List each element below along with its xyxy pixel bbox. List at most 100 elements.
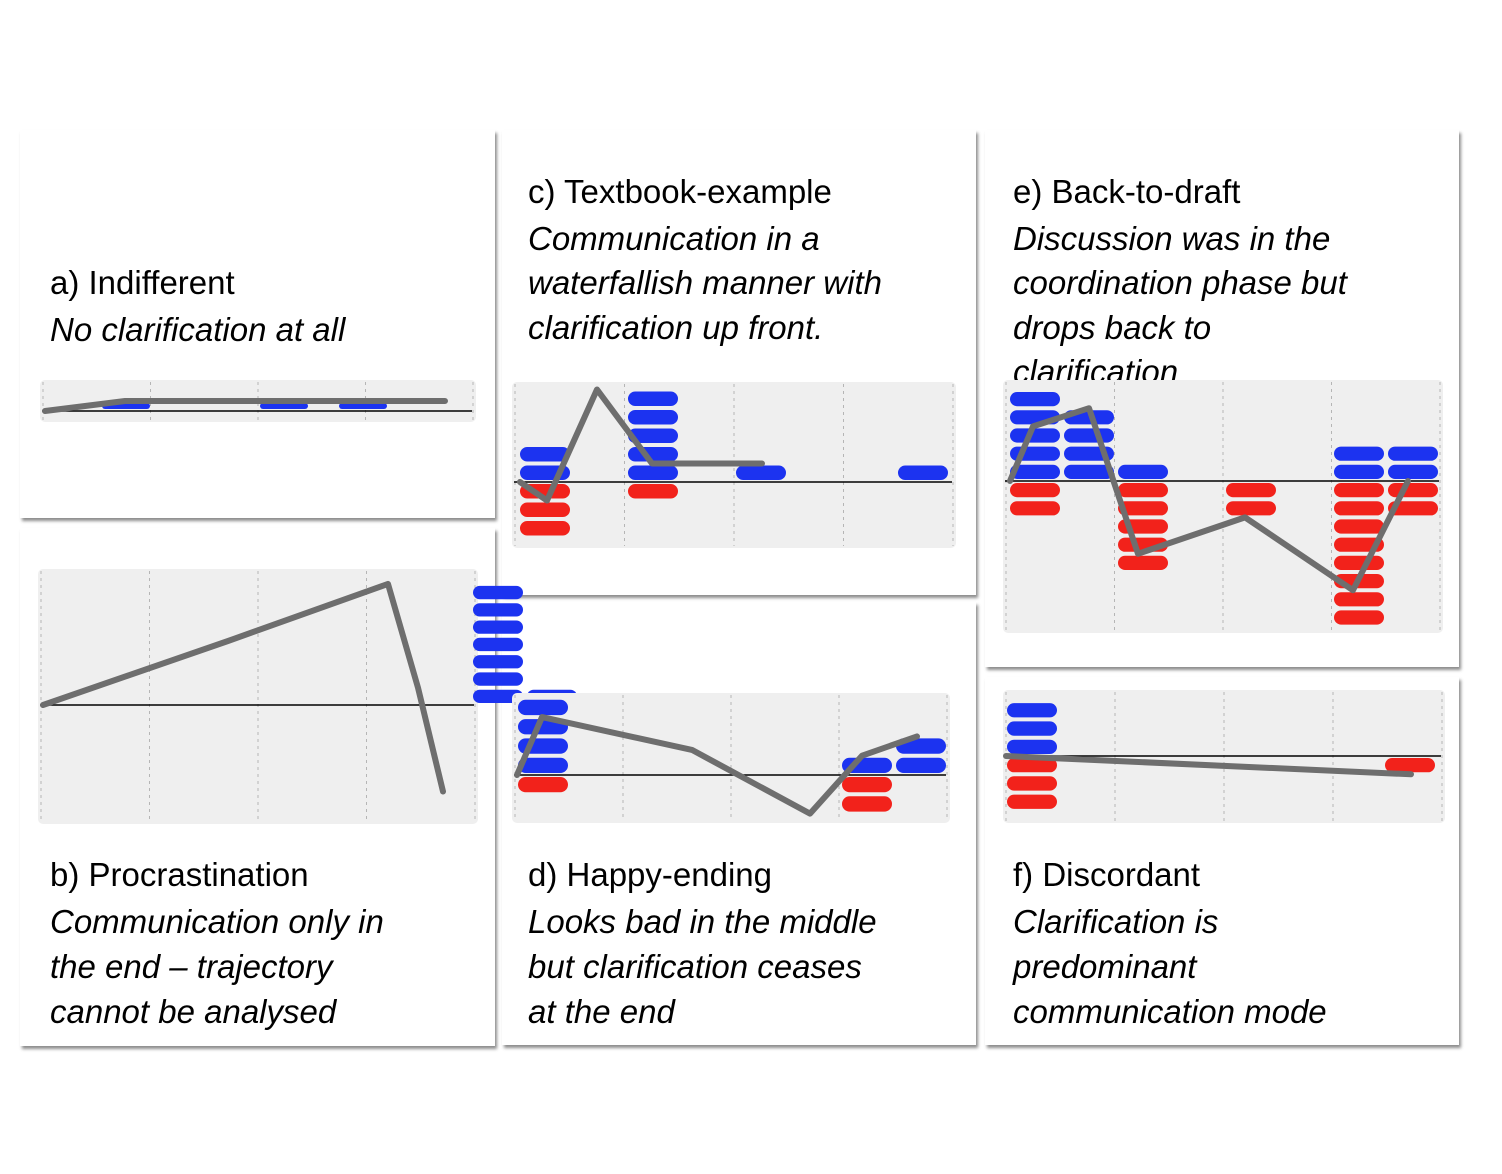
plot-c (512, 382, 956, 548)
bar-positive (898, 465, 948, 480)
chart-a-svg (42, 382, 474, 420)
bar-positive (628, 428, 678, 443)
bar-positive (896, 757, 946, 773)
plot-e (1003, 380, 1443, 633)
bar-positive (1064, 464, 1114, 479)
bar-positive (518, 757, 568, 773)
chart-e-svg (1005, 382, 1441, 631)
trajectory-line (42, 398, 448, 414)
bar-positive (260, 403, 308, 409)
bar-negative (842, 796, 892, 812)
panel-e-desc-2: coordination phase but (1013, 264, 1347, 301)
bar-positive (473, 620, 523, 634)
panel-d-desc-2: but clarification ceases (528, 948, 862, 985)
trajectory-line (1007, 405, 1411, 594)
bar-negative (1226, 501, 1276, 516)
bar-positive (1007, 703, 1057, 718)
bar-negative (1334, 501, 1384, 516)
card-a (20, 130, 495, 518)
plot-b (38, 569, 577, 824)
plot-d (512, 693, 950, 823)
bar-positive (473, 689, 523, 703)
panel-c-title: c) Textbook-example (528, 173, 832, 210)
card-d (502, 602, 976, 1045)
bar-negative (520, 502, 570, 517)
bar-positive (473, 585, 523, 600)
plot-a (40, 380, 476, 422)
bar-positive (628, 391, 678, 406)
bar-positive (1388, 446, 1438, 461)
bar-negative (1334, 592, 1384, 607)
panel-f-title: f) Discordant (1013, 856, 1201, 893)
bar-positive (1334, 464, 1384, 479)
panel-b-title: b) Procrastination (50, 856, 309, 893)
chart-d-svg (514, 695, 948, 821)
bar-positive (628, 465, 678, 480)
bar-negative (518, 777, 568, 793)
bar-positive (1007, 739, 1057, 754)
bar-negative (1334, 555, 1384, 570)
bar-negative (1007, 776, 1057, 791)
bar-negative (842, 777, 892, 793)
bar-negative (1334, 610, 1384, 625)
panel-a-desc-1: No clarification at all (50, 311, 346, 348)
bar-positive (1064, 428, 1114, 443)
panel-e-title: e) Back-to-draft (1013, 173, 1241, 210)
bar-negative (628, 484, 678, 499)
bar-negative (1334, 519, 1384, 534)
bar-positive (1334, 446, 1384, 461)
chart-f-svg (1003, 692, 1443, 821)
panel-b-desc-1: Communication only in (50, 903, 384, 940)
bar-positive (736, 465, 786, 480)
bar-positive (1007, 721, 1057, 736)
bar-negative (1007, 794, 1057, 809)
bar-positive (1010, 392, 1060, 407)
trajectory-line (517, 386, 765, 504)
bar-negative (1385, 758, 1435, 773)
bar-positive (473, 655, 523, 669)
bar-negative (1007, 758, 1057, 773)
bar-positive (473, 672, 523, 686)
bar-negative (520, 521, 570, 536)
bar-positive (518, 699, 568, 716)
bar-negative (1226, 483, 1276, 498)
bar-positive (628, 410, 678, 425)
panel-b-desc-2: the end – trajectory (50, 948, 333, 985)
panel-e-desc-1: Discussion was in the (1013, 220, 1331, 257)
bar-negative (1010, 483, 1060, 498)
trajectory-line (514, 714, 920, 817)
bar-negative (1334, 483, 1384, 498)
trajectory-line (1003, 753, 1414, 778)
bar-negative (1118, 555, 1168, 570)
panel-a-title: a) Indifferent (50, 264, 235, 301)
bar-negative (1388, 483, 1438, 498)
bar-positive (628, 447, 678, 462)
trajectory-line (40, 580, 446, 795)
bar-positive (339, 403, 387, 409)
chart-c-svg (514, 384, 954, 546)
panel-d-title: d) Happy-ending (528, 856, 772, 893)
bar-positive (473, 637, 523, 652)
bar-positive (1118, 464, 1168, 479)
bar-negative (1118, 483, 1168, 498)
panel-e-desc-3: drops back to (1013, 309, 1212, 346)
panel-d-desc-3: at the end (528, 993, 675, 1030)
bar-positive (1388, 464, 1438, 479)
plot-f (1003, 690, 1445, 823)
bar-negative (1388, 501, 1438, 516)
bar-positive (520, 447, 570, 462)
panel-f-desc-3: communication mode (1013, 993, 1327, 1030)
panel-c-desc-3: clarification up front. (528, 309, 824, 346)
bar-negative (1010, 501, 1060, 516)
panel-f-desc-1: Clarification is (1013, 903, 1219, 940)
panel-d-desc-1: Looks bad in the middle (528, 903, 877, 940)
panel-c-desc-1: Communication in a (528, 220, 820, 257)
bar-negative (1118, 501, 1168, 516)
panel-c-desc-2: waterfallish manner with (528, 264, 882, 301)
bar-positive (1010, 464, 1060, 479)
bar-positive (473, 603, 523, 617)
chart-b-svg (40, 571, 577, 822)
bar-positive (1010, 428, 1060, 443)
panel-f-desc-2: predominant (1013, 948, 1197, 985)
panel-b-desc-3: cannot be analysed (50, 993, 337, 1030)
